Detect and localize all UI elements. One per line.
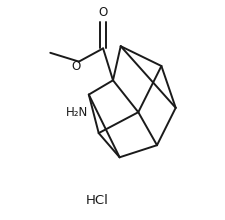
Text: HCl: HCl [86, 194, 108, 207]
Text: O: O [98, 6, 107, 19]
Text: H₂N: H₂N [65, 106, 87, 119]
Text: O: O [71, 59, 81, 73]
